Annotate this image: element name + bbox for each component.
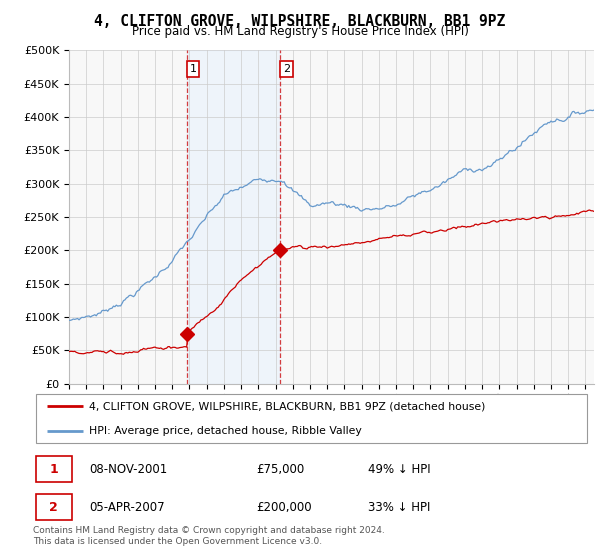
Text: Price paid vs. HM Land Registry's House Price Index (HPI): Price paid vs. HM Land Registry's House … — [131, 25, 469, 38]
Text: £200,000: £200,000 — [256, 501, 312, 514]
FancyBboxPatch shape — [36, 394, 587, 443]
Text: 4, CLIFTON GROVE, WILPSHIRE, BLACKBURN, BB1 9PZ: 4, CLIFTON GROVE, WILPSHIRE, BLACKBURN, … — [94, 14, 506, 29]
Text: £75,000: £75,000 — [256, 463, 304, 476]
Text: Contains HM Land Registry data © Crown copyright and database right 2024.
This d: Contains HM Land Registry data © Crown c… — [33, 526, 385, 546]
Text: HPI: Average price, detached house, Ribble Valley: HPI: Average price, detached house, Ribb… — [89, 426, 362, 436]
Text: 49% ↓ HPI: 49% ↓ HPI — [368, 463, 430, 476]
Text: 05-APR-2007: 05-APR-2007 — [89, 501, 164, 514]
Text: 33% ↓ HPI: 33% ↓ HPI — [368, 501, 430, 514]
Text: 1: 1 — [190, 64, 197, 74]
Text: 2: 2 — [283, 64, 290, 74]
Bar — [187, 50, 280, 384]
FancyBboxPatch shape — [36, 456, 72, 482]
Text: 08-NOV-2001: 08-NOV-2001 — [89, 463, 167, 476]
Text: 4, CLIFTON GROVE, WILPSHIRE, BLACKBURN, BB1 9PZ (detached house): 4, CLIFTON GROVE, WILPSHIRE, BLACKBURN, … — [89, 402, 485, 412]
Text: 2: 2 — [49, 501, 58, 514]
Text: 1: 1 — [49, 463, 58, 476]
FancyBboxPatch shape — [36, 494, 72, 520]
